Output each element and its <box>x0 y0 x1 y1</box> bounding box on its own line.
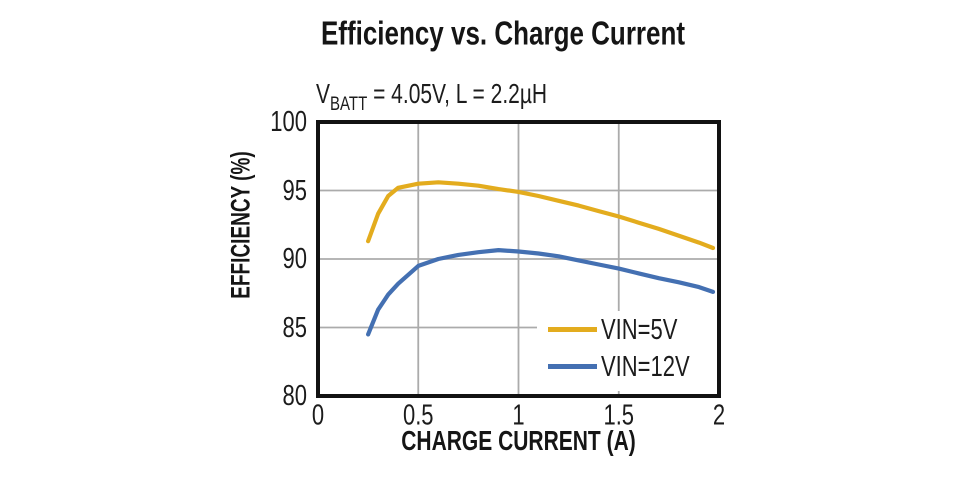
legend-label-vin12v: VIN=12V <box>601 349 690 383</box>
y-tick-label-90: 90 <box>282 242 307 275</box>
legend: VIN=5V VIN=12V <box>537 311 717 391</box>
x-axis-title: CHARGE CURRENT (A) <box>401 426 636 457</box>
y-tick-label-95: 95 <box>282 173 307 207</box>
chart-title: Efficiency vs. Charge Current <box>320 13 686 53</box>
x-tick-label-1: 1 <box>512 398 525 432</box>
y-tick-label-80: 80 <box>282 379 307 412</box>
legend-swatch-vin5v <box>548 327 597 332</box>
legend-swatch-vin12v <box>548 364 597 369</box>
y-tick-label-85: 85 <box>282 310 307 344</box>
legend-item-vin12v: VIN=12V <box>537 348 717 385</box>
plot-frame <box>316 120 721 398</box>
subtitle-conditions: = 4.05V, L = 2.2µH <box>367 79 548 110</box>
legend-label-vin5v: VIN=5V <box>601 312 678 346</box>
x-tick-label-0.5: 0.5 <box>402 398 434 432</box>
chart-subtitle: VBATT = 4.05V, L = 2.2µH <box>316 81 547 118</box>
x-tick-label-1.5: 1.5 <box>603 398 635 432</box>
subtitle-symbol: V <box>316 79 331 110</box>
legend-item-vin5v: VIN=5V <box>537 311 717 348</box>
y-tick-label-100: 100 <box>270 105 307 138</box>
subtitle-subscript: BATT <box>330 92 368 116</box>
series-line-vin-5v <box>366 180 716 251</box>
x-tick-label-2: 2 <box>712 398 726 432</box>
x-tick-label-0: 0 <box>311 398 325 432</box>
series-line-vin-12v <box>366 248 716 337</box>
